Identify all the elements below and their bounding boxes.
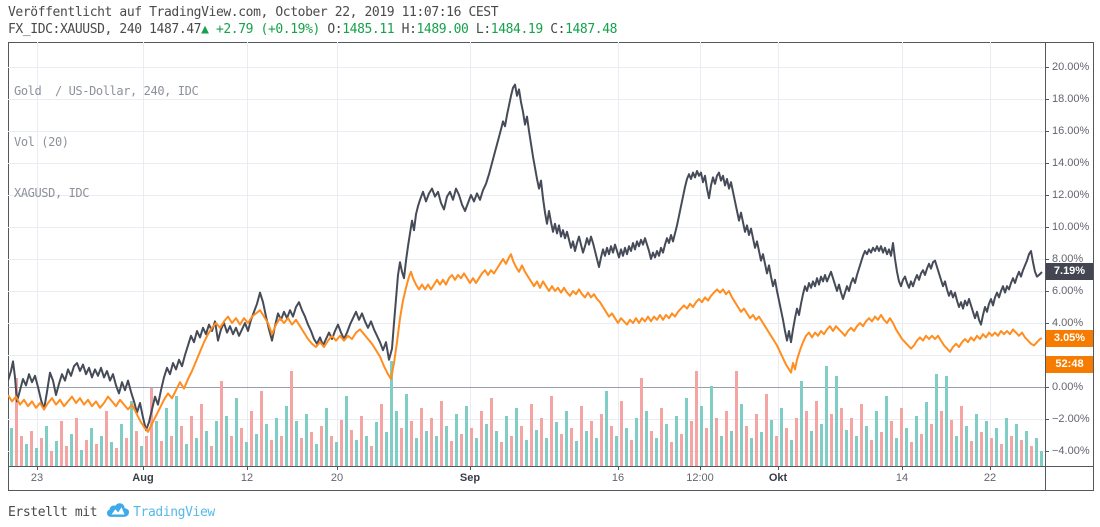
chart-canvas[interactable] <box>8 42 1045 466</box>
time-tick-label: 23 <box>30 472 44 484</box>
axis-separator-vertical[interactable] <box>1045 42 1046 490</box>
price-tick-mark <box>1045 323 1049 324</box>
price-tick-label: 4.00% <box>1052 317 1084 329</box>
price-tick-label: 16.00% <box>1052 125 1090 137</box>
price-tick-label: 10.00% <box>1052 221 1090 233</box>
price-tick-label: 20.00% <box>1052 61 1090 73</box>
price-tick-mark <box>1045 451 1049 452</box>
price-tick-mark <box>1045 131 1049 132</box>
low-value: 1484.19 <box>490 22 543 37</box>
legend-volume[interactable]: Vol (20) <box>14 135 69 149</box>
pane-border-right <box>1093 42 1094 490</box>
high-value: 1489.00 <box>416 22 469 37</box>
footer: Erstellt mit TradingView <box>8 503 215 522</box>
legend: Gold / US-Dollar, 240, IDC Vol (20) XAGU… <box>14 49 199 236</box>
time-tick-label: Aug <box>132 472 154 484</box>
pane-border-left <box>8 42 9 490</box>
price-tick-mark <box>1045 163 1049 164</box>
time-tick-mark <box>700 466 701 470</box>
high-label: H: <box>394 22 417 37</box>
price-tick-label: 8.00% <box>1052 253 1084 265</box>
pane-border-top <box>8 42 1093 43</box>
time-tick-label: 20 <box>330 472 344 484</box>
price-tick-mark <box>1045 419 1049 420</box>
up-arrow-icon: ▲ <box>201 22 209 37</box>
time-tick-mark <box>143 466 144 470</box>
close-label: C: <box>542 22 566 37</box>
legend-compare-symbol[interactable]: XAGUSD, IDC <box>14 186 90 200</box>
time-tick-mark <box>247 466 248 470</box>
symbol-status-line: FX_IDC:XAUUSD, 240 1487.47▲ +2.79 (+0.19… <box>8 22 617 37</box>
time-tick-mark <box>618 466 619 470</box>
published-line: Veröffentlicht auf TradingView.com, Octo… <box>8 5 499 20</box>
time-tick-label: 22 <box>983 472 997 484</box>
price-tick-mark <box>1045 259 1049 260</box>
time-tick-label: 12 <box>240 472 254 484</box>
gold-last-value-badge: 7.19% <box>1046 263 1093 280</box>
time-tick-mark <box>37 466 38 470</box>
price-tick-label: 14.00% <box>1052 157 1090 169</box>
time-tick-mark <box>778 466 779 470</box>
time-tick-label: Sep <box>459 472 481 484</box>
close-value: 1487.48 <box>565 22 618 37</box>
price-tick-mark <box>1045 99 1049 100</box>
price-tick-mark <box>1045 227 1049 228</box>
price-tick-mark <box>1045 195 1049 196</box>
price-tick-label: 6.00% <box>1052 285 1084 297</box>
silver-last-value-badge: 3.05% <box>1046 330 1093 347</box>
created-with-label: Erstellt mit <box>8 505 98 520</box>
price-tick-label: 0.00% <box>1052 381 1084 393</box>
price-tick-mark <box>1045 67 1049 68</box>
bar-countdown-badge: 52:48 <box>1046 356 1093 373</box>
time-tick-mark <box>337 466 338 470</box>
time-tick-label: Okt <box>768 472 788 484</box>
tradingview-brand-link[interactable]: TradingView <box>133 505 215 520</box>
axis-separator-horizontal[interactable] <box>8 466 1093 467</box>
symbol-ohlc-prefix: FX_IDC:XAUUSD, 240 1487.47 <box>8 22 202 37</box>
price-tick-label: −4.00% <box>1052 445 1090 457</box>
open-label: O: <box>319 22 343 37</box>
open-value: 1485.11 <box>342 22 395 37</box>
price-tick-label: 12.00% <box>1052 189 1090 201</box>
low-label: L: <box>468 22 491 37</box>
frame-border-bottom <box>8 490 1094 491</box>
price-tick-mark <box>1045 387 1049 388</box>
tradingview-logo-icon[interactable] <box>107 503 130 522</box>
change-text: +2.79 (+0.19%) <box>208 22 320 37</box>
price-tick-label: −2.00% <box>1052 413 1090 425</box>
time-tick-label: 14 <box>895 472 909 484</box>
legend-symbol[interactable]: Gold / US-Dollar, 240, IDC <box>14 84 199 98</box>
time-tick-label: 16 <box>611 472 625 484</box>
time-tick-mark <box>470 466 471 470</box>
time-tick-mark <box>990 466 991 470</box>
time-tick-label: 12:00 <box>686 472 714 484</box>
price-tick-label: 18.00% <box>1052 93 1090 105</box>
price-tick-mark <box>1045 291 1049 292</box>
time-tick-mark <box>902 466 903 470</box>
